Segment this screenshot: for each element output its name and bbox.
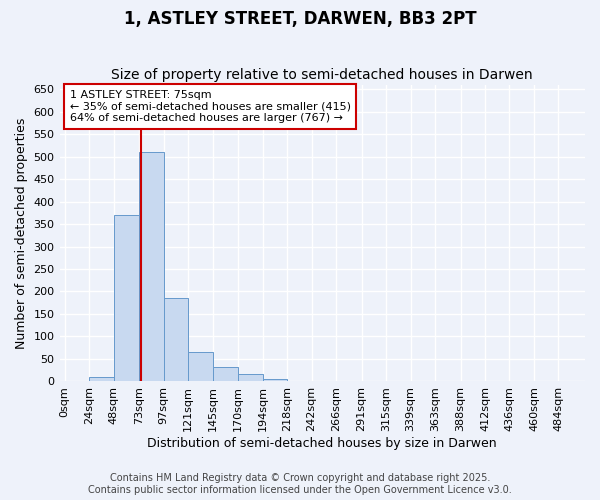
Bar — [212, 367, 238, 382]
Text: 1, ASTLEY STREET, DARWEN, BB3 2PT: 1, ASTLEY STREET, DARWEN, BB3 2PT — [124, 10, 476, 28]
Bar — [188, 352, 212, 382]
Y-axis label: Number of semi-detached properties: Number of semi-detached properties — [15, 118, 28, 348]
Text: 1 ASTLEY STREET: 75sqm
← 35% of semi-detached houses are smaller (415)
64% of se: 1 ASTLEY STREET: 75sqm ← 35% of semi-det… — [70, 90, 351, 123]
Text: Contains HM Land Registry data © Crown copyright and database right 2025.
Contai: Contains HM Land Registry data © Crown c… — [88, 474, 512, 495]
Title: Size of property relative to semi-detached houses in Darwen: Size of property relative to semi-detach… — [112, 68, 533, 82]
X-axis label: Distribution of semi-detached houses by size in Darwen: Distribution of semi-detached houses by … — [148, 437, 497, 450]
Bar — [238, 374, 263, 382]
Bar — [139, 152, 164, 382]
Bar — [164, 298, 188, 382]
Bar — [263, 379, 287, 382]
Bar — [311, 380, 336, 382]
Bar — [113, 215, 139, 382]
Bar — [89, 377, 113, 382]
